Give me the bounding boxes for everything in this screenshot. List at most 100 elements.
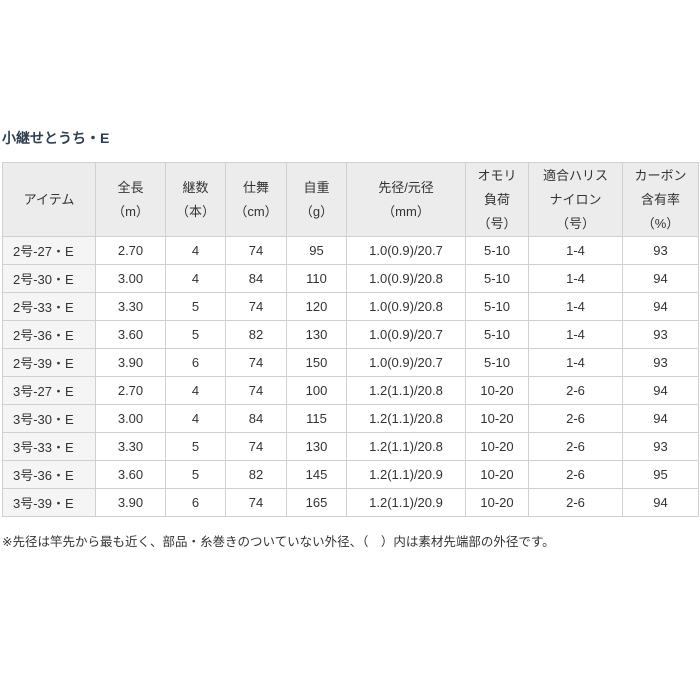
value-cell: 3.60: [95, 460, 166, 489]
value-cell: 2.70: [95, 236, 166, 265]
value-cell: 94: [622, 404, 699, 433]
header-line: （mm）: [382, 203, 430, 219]
table-row: 3号-33・E 3.30 5 74 130 1.2(1.1)/20.8 10-20 2-6 93: [2, 432, 699, 461]
value-cell: 3.90: [95, 348, 166, 377]
header-line: 継数: [182, 179, 209, 195]
value-cell: 2-6: [528, 404, 623, 433]
value-cell: 5-10: [465, 320, 529, 349]
value-cell: 145: [286, 460, 347, 489]
header-cell: 仕舞 （cm）: [225, 162, 287, 237]
value-cell: 74: [225, 292, 287, 321]
header-cell: 自重 （g）: [286, 162, 347, 237]
value-cell: 10-20: [465, 376, 529, 405]
header-line: ナイロン: [549, 191, 602, 207]
item-cell: 2号-27・E: [2, 236, 96, 265]
table-row: 3号-36・E 3.60 5 82 145 1.2(1.1)/20.9 10-20 2-6 95: [2, 460, 699, 489]
value-cell: 74: [225, 236, 287, 265]
header-line: 全長: [117, 179, 144, 195]
value-cell: 1.2(1.1)/20.8: [346, 376, 466, 405]
value-cell: 6: [165, 488, 226, 517]
value-cell: 1.0(0.9)/20.7: [346, 348, 466, 377]
value-cell: 5-10: [465, 264, 529, 293]
page: 小継せとうち・E アイテム 全長 （m） 継数 （本） 仕舞 （cm） 自重 （g） 先径/元径 （…: [2, 130, 699, 549]
item-cell: 3号-27・E: [2, 376, 96, 405]
table-body: 2号-27・E 2.70 4 74 95 1.0(0.9)/20.7 5-10 1-4 93 2号…: [2, 236, 699, 517]
value-cell: 120: [286, 292, 347, 321]
value-cell: 5: [165, 292, 226, 321]
value-cell: 5: [165, 320, 226, 349]
value-cell: 1.2(1.1)/20.9: [346, 488, 466, 517]
value-cell: 2-6: [528, 460, 623, 489]
value-cell: 1-4: [528, 292, 623, 321]
value-cell: 4: [165, 264, 226, 293]
value-cell: 150: [286, 348, 347, 377]
value-cell: 82: [225, 460, 287, 489]
item-cell: 2号-33・E: [2, 292, 96, 321]
value-cell: 10-20: [465, 460, 529, 489]
footnote: ※先径は竿先から最も近く、部品・糸巻きのついていない外径、（ ）内は素材先端部の…: [2, 535, 555, 549]
value-cell: 4: [165, 376, 226, 405]
value-cell: 3.60: [95, 320, 166, 349]
value-cell: 4: [165, 236, 226, 265]
header-line: 仕舞: [242, 179, 269, 195]
header-line: （g）: [299, 203, 334, 219]
value-cell: 95: [286, 236, 347, 265]
value-cell: 1-4: [528, 320, 623, 349]
value-cell: 84: [225, 264, 287, 293]
header-line: オモリ: [477, 167, 517, 183]
value-cell: 74: [225, 488, 287, 517]
value-cell: 5: [165, 432, 226, 461]
table-row: 2号-36・E 3.60 5 82 130 1.0(0.9)/20.7 5-10 1-4 93: [2, 320, 699, 349]
value-cell: 1-4: [528, 236, 623, 265]
spec-table: アイテム 全長 （m） 継数 （本） 仕舞 （cm） 自重 （g） 先径/元径 （mm） オモリ 負荷 （…: [2, 162, 699, 517]
value-cell: 3.30: [95, 292, 166, 321]
header-line: アイテム: [23, 191, 75, 207]
value-cell: 5-10: [465, 348, 529, 377]
value-cell: 130: [286, 432, 347, 461]
value-cell: 10-20: [465, 488, 529, 517]
value-cell: 3.00: [95, 264, 166, 293]
item-cell: 3号-39・E: [2, 488, 96, 517]
header-line: カーボン: [634, 167, 687, 183]
header-line: 負荷: [483, 191, 510, 207]
table-row: 2号-27・E 2.70 4 74 95 1.0(0.9)/20.7 5-10 1-4 93: [2, 236, 699, 265]
value-cell: 82: [225, 320, 287, 349]
value-cell: 3.30: [95, 432, 166, 461]
value-cell: 1.0(0.9)/20.7: [346, 236, 466, 265]
item-cell: 3号-36・E: [2, 460, 96, 489]
value-cell: 94: [622, 292, 699, 321]
value-cell: 5-10: [465, 236, 529, 265]
value-cell: 2-6: [528, 432, 623, 461]
value-cell: 100: [286, 376, 347, 405]
header-line: 先径/元径: [378, 179, 434, 195]
value-cell: 74: [225, 432, 287, 461]
value-cell: 1.0(0.9)/20.8: [346, 264, 466, 293]
item-cell: 3号-33・E: [2, 432, 96, 461]
header-line: （m）: [112, 203, 149, 219]
value-cell: 1.2(1.1)/20.8: [346, 404, 466, 433]
header-cell: 先径/元径 （mm）: [346, 162, 466, 237]
table-row: 2号-33・E 3.30 5 74 120 1.0(0.9)/20.8 5-10 1-4 94: [2, 292, 699, 321]
item-cell: 2号-30・E: [2, 264, 96, 293]
value-cell: 5: [165, 460, 226, 489]
header-row: アイテム 全長 （m） 継数 （本） 仕舞 （cm） 自重 （g） 先径/元径 （mm） オモリ 負荷 （…: [2, 162, 699, 237]
item-cell: 2号-36・E: [2, 320, 96, 349]
value-cell: 110: [286, 264, 347, 293]
header-cell: アイテム: [2, 162, 96, 237]
header-line: 自重: [303, 179, 330, 195]
value-cell: 2.70: [95, 376, 166, 405]
table-row: 2号-30・E 3.00 4 84 110 1.0(0.9)/20.8 5-10 1-4 94: [2, 264, 699, 293]
item-cell: 2号-39・E: [2, 348, 96, 377]
table-row: 3号-39・E 3.90 6 74 165 1.2(1.1)/20.9 10-20 2-6 94: [2, 488, 699, 517]
header-line: （号）: [555, 215, 595, 231]
value-cell: 84: [225, 404, 287, 433]
value-cell: 93: [622, 348, 699, 377]
value-cell: 94: [622, 376, 699, 405]
item-cell: 3号-30・E: [2, 404, 96, 433]
header-line: （%）: [641, 215, 680, 231]
value-cell: 130: [286, 320, 347, 349]
value-cell: 94: [622, 264, 699, 293]
table-row: 2号-39・E 3.90 6 74 150 1.0(0.9)/20.7 5-10 1-4 93: [2, 348, 699, 377]
table-row: 3号-30・E 3.00 4 84 115 1.2(1.1)/20.8 10-20 2-6 94: [2, 404, 699, 433]
value-cell: 2-6: [528, 376, 623, 405]
